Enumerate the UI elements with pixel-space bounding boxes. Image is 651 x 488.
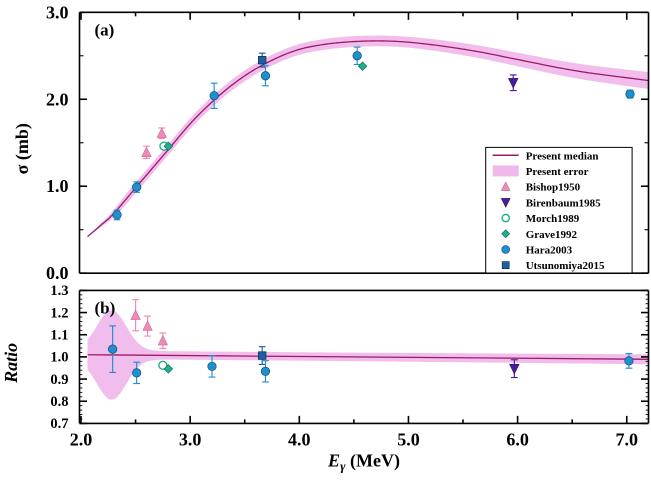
svg-text:Ratio: Ratio (1, 343, 21, 384)
svg-text:1.0: 1.0 (46, 176, 69, 196)
svg-text:2.0: 2.0 (46, 89, 69, 109)
svg-text:0.7: 0.7 (50, 416, 68, 432)
svg-text:0.0: 0.0 (46, 263, 69, 283)
svg-text:Present median: Present median (526, 150, 599, 162)
svg-text:Present error: Present error (526, 166, 589, 178)
svg-text:5.0: 5.0 (397, 429, 420, 449)
svg-text:(a): (a) (95, 20, 115, 39)
svg-text:(b): (b) (95, 298, 116, 317)
svg-text:1.1: 1.1 (50, 328, 68, 344)
svg-text:0.9: 0.9 (50, 372, 68, 388)
svg-text:Eγ (MeV): Eγ (MeV) (327, 450, 400, 473)
svg-text:1.3: 1.3 (50, 283, 68, 299)
svg-text:Grave1992: Grave1992 (526, 229, 578, 241)
svg-text:1.0: 1.0 (50, 350, 68, 366)
svg-text:7.0: 7.0 (616, 429, 639, 449)
svg-text:0.8: 0.8 (50, 394, 68, 410)
svg-text:Hara2003: Hara2003 (526, 244, 573, 256)
svg-text:1.2: 1.2 (50, 305, 68, 321)
svg-text:3.0: 3.0 (179, 429, 202, 449)
svg-text:2.0: 2.0 (70, 429, 93, 449)
svg-text:Bishop1950: Bishop1950 (526, 182, 581, 194)
svg-text:Utsunomiya2015: Utsunomiya2015 (526, 260, 605, 272)
svg-text:3.0: 3.0 (46, 2, 69, 22)
svg-text:σ (mb): σ (mb) (12, 123, 33, 174)
svg-text:Morch1989: Morch1989 (526, 213, 580, 225)
svg-text:6.0: 6.0 (506, 429, 529, 449)
svg-text:4.0: 4.0 (288, 429, 311, 449)
svg-text:Birenbaum1985: Birenbaum1985 (526, 197, 601, 209)
